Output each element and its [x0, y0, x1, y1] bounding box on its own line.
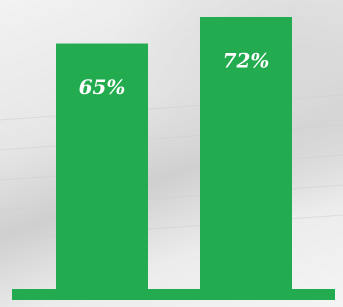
- value-label: 65%: [79, 75, 126, 99]
- chart: 65% 72%: [0, 0, 343, 307]
- slide: 65% 72%: [0, 0, 343, 307]
- baseline: [12, 289, 335, 300]
- value-label: 72%: [223, 49, 270, 73]
